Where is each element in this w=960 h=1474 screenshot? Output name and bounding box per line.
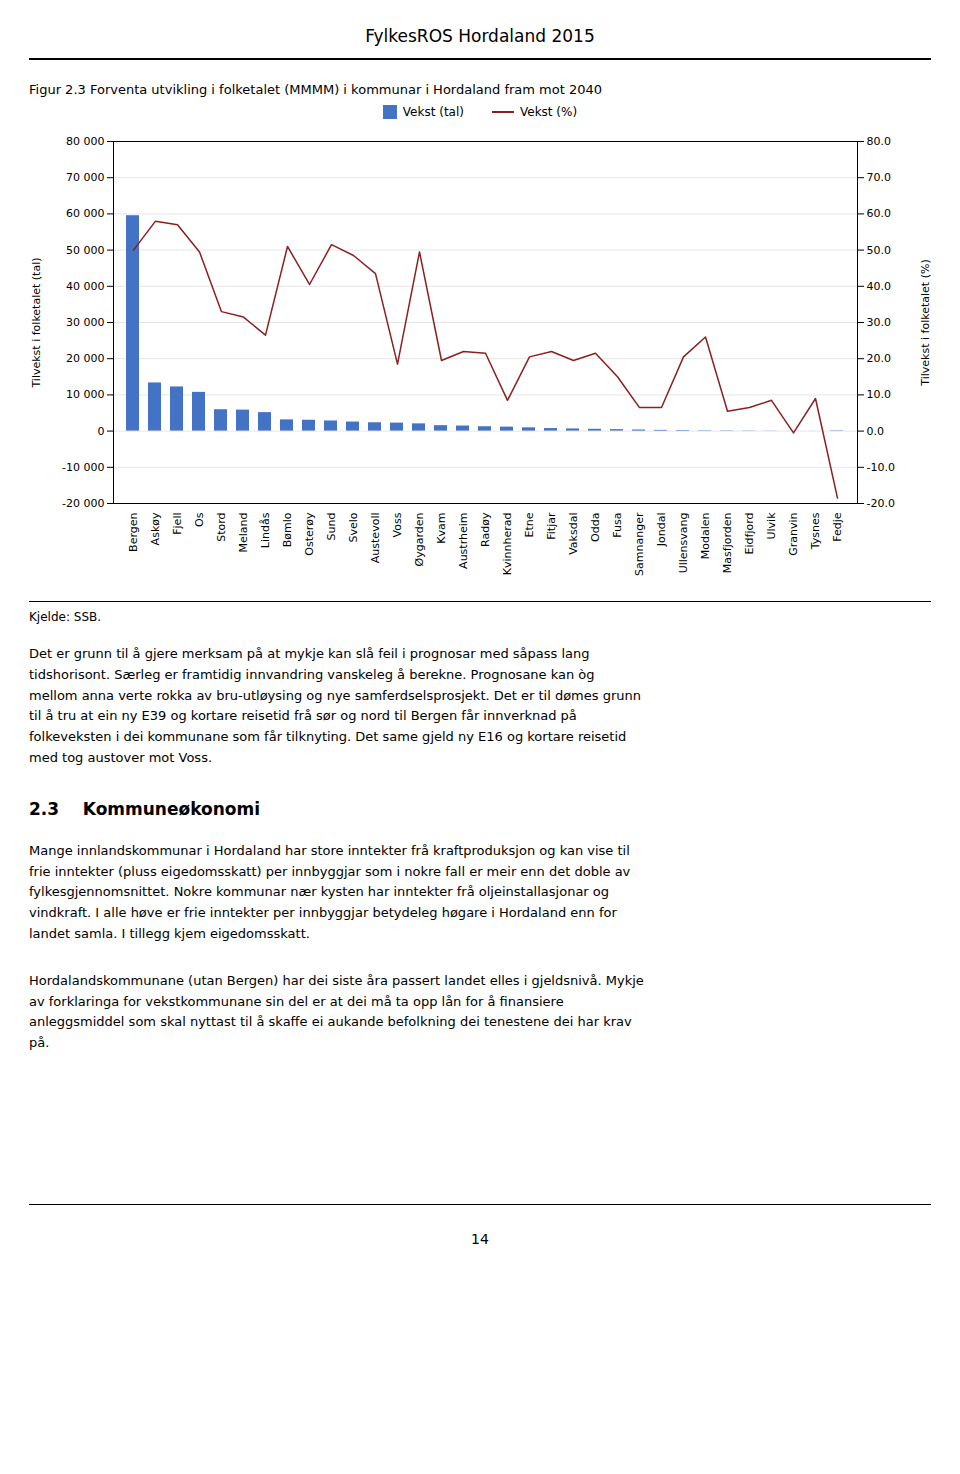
svg-text:10.0: 10.0 <box>867 388 892 401</box>
svg-text:Lindås: Lindås <box>259 512 272 548</box>
svg-text:Fusa: Fusa <box>611 513 624 538</box>
svg-text:20 000: 20 000 <box>66 352 105 365</box>
svg-text:Bømlo: Bømlo <box>281 512 294 547</box>
svg-text:Askøy: Askøy <box>149 512 162 545</box>
svg-text:Sund: Sund <box>325 513 338 541</box>
svg-text:30.0: 30.0 <box>867 316 892 329</box>
svg-text:Osterøy: Osterøy <box>303 512 316 556</box>
svg-text:10 000: 10 000 <box>66 388 105 401</box>
svg-text:40 000: 40 000 <box>66 280 105 293</box>
svg-text:Stord: Stord <box>215 513 228 542</box>
svg-text:Granvin: Granvin <box>787 512 800 555</box>
svg-text:Fitjar: Fitjar <box>545 512 558 540</box>
svg-text:70.0: 70.0 <box>867 171 892 184</box>
svg-text:-10.0: -10.0 <box>867 461 895 474</box>
svg-text:40.0: 40.0 <box>867 280 892 293</box>
svg-text:20.0: 20.0 <box>867 352 892 365</box>
html-text:14: 14 <box>471 1231 489 1247</box>
svg-text:Fedje: Fedje <box>831 512 844 542</box>
svg-text:Etne: Etne <box>523 512 536 537</box>
svg-text:Odda: Odda <box>589 513 602 542</box>
svg-text:-20.0: -20.0 <box>867 497 895 510</box>
html-text:Hordalandskommunane (utan Berg: Hordalandskommunane (utan Bergen) har de… <box>29 972 644 1051</box>
svg-text:0: 0 <box>98 425 105 438</box>
svg-text:60 000: 60 000 <box>66 207 105 220</box>
html-text:Det er grunn til å gjere merks: Det er grunn til å gjere merksam på at m… <box>29 646 641 765</box>
svg-text:80.0: 80.0 <box>867 135 892 148</box>
svg-text:Ullensvang: Ullensvang <box>677 513 690 574</box>
svg-text:Jondal: Jondal <box>655 513 668 548</box>
svg-text:Voss: Voss <box>391 512 404 537</box>
svg-text:Kvam: Kvam <box>435 513 448 544</box>
html-text:Figur 2.3 Forventa utvikling i: Figur 2.3 Forventa utvikling i folketale… <box>29 82 602 97</box>
svg-text:Kvinnherad: Kvinnherad <box>501 513 514 576</box>
svg-text:50 000: 50 000 <box>66 244 105 257</box>
svg-text:Tysnes: Tysnes <box>809 512 822 550</box>
svg-text:50.0: 50.0 <box>867 244 892 257</box>
html-text:FylkesROS Hordaland 2015: FylkesROS Hordaland 2015 <box>365 26 595 46</box>
svg-text:Austrheim: Austrheim <box>457 513 470 569</box>
svg-text:Fjell: Fjell <box>171 513 184 535</box>
svg-text:Øygarden: Øygarden <box>413 512 426 566</box>
html-text:Vekst (tal): Vekst (tal) <box>402 105 464 119</box>
svg-text:-10 000: -10 000 <box>62 461 104 474</box>
svg-text:Tilvekst i folketalet (%): Tilvekst i folketalet (%) <box>919 259 932 386</box>
html-text:Vekst (%): Vekst (%) <box>520 105 578 119</box>
svg-text:Masfjorden: Masfjorden <box>721 512 734 573</box>
svg-text:30 000: 30 000 <box>66 316 105 329</box>
svg-text:80 000: 80 000 <box>66 135 105 148</box>
svg-text:Samnanger: Samnanger <box>633 512 646 576</box>
svg-text:Vaksdal: Vaksdal <box>567 513 580 555</box>
html-text:Kjelde: SSB.: Kjelde: SSB. <box>29 610 102 624</box>
svg-text:70 000: 70 000 <box>66 171 105 184</box>
svg-text:Austevoll: Austevoll <box>369 513 382 564</box>
svg-text:-20 000: -20 000 <box>62 497 104 510</box>
html-text:2.3 Kommuneøkonomi: 2.3 Kommuneøkonomi <box>29 798 260 819</box>
svg-text:Radøy: Radøy <box>479 512 492 547</box>
svg-text:60.0: 60.0 <box>867 207 892 220</box>
svg-text:Os: Os <box>193 512 206 527</box>
html-text:Mange innlandskommunar i Horda: Mange innlandskommunar i Hordaland har s… <box>29 842 631 941</box>
svg-text:0.0: 0.0 <box>867 425 885 438</box>
svg-text:Modalen: Modalen <box>699 512 712 559</box>
svg-text:Meland: Meland <box>237 513 250 553</box>
svg-text:Svelo: Svelo <box>347 512 360 542</box>
svg-text:Eidfjord: Eidfjord <box>743 513 756 555</box>
svg-text:Tilvekst i folketalet (tal): Tilvekst i folketalet (tal) <box>30 257 43 388</box>
svg-text:Ulvik: Ulvik <box>765 512 778 540</box>
svg-text:Bergen: Bergen <box>127 512 140 551</box>
